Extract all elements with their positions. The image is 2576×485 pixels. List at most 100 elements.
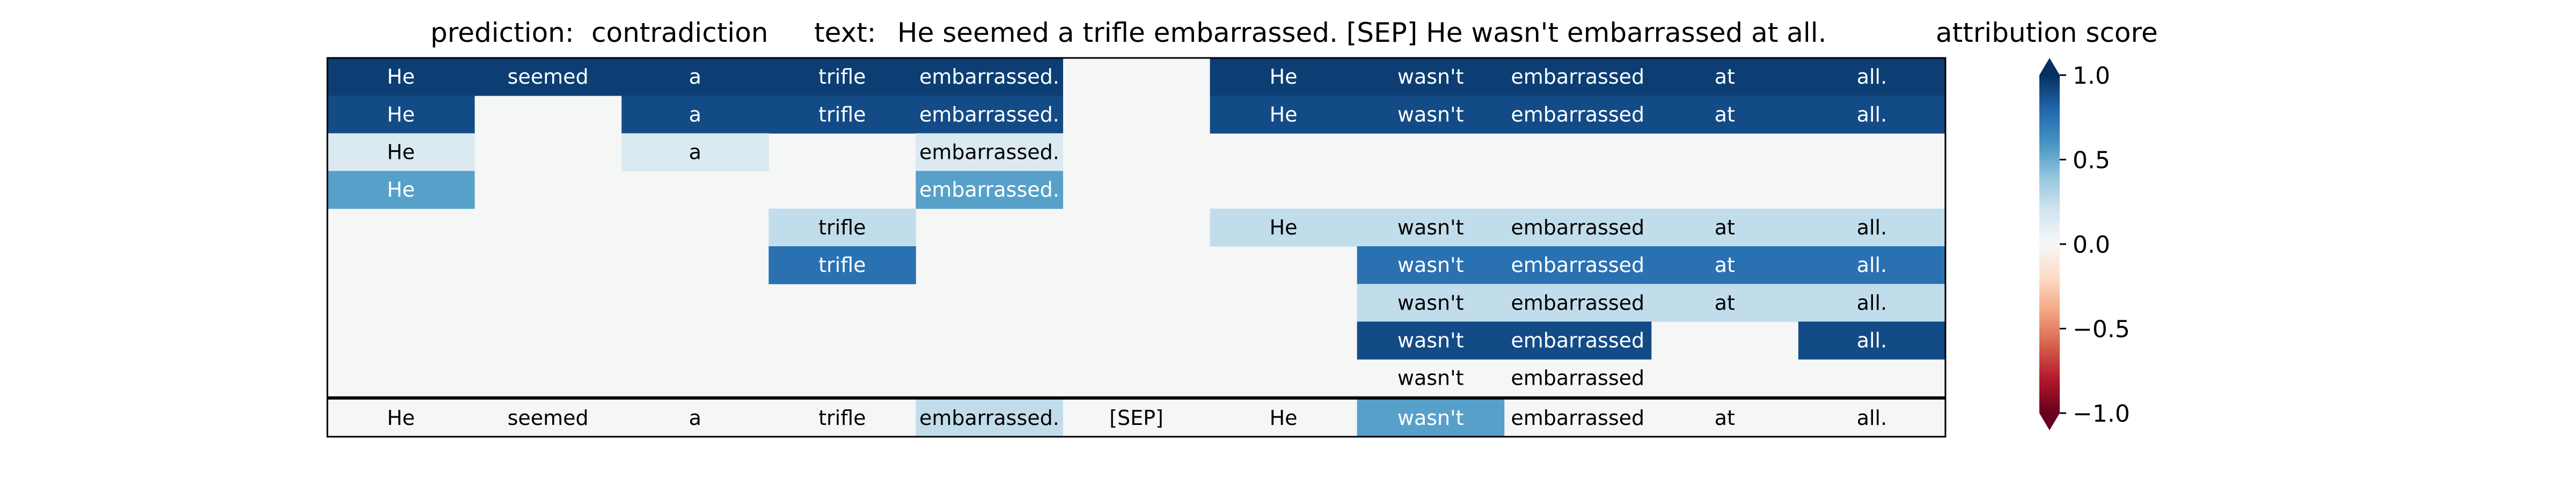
colorbar-tick-label: 0.0: [2073, 231, 2110, 259]
token-label: He: [387, 102, 415, 126]
token-label: embarrassed.: [919, 65, 1059, 89]
summary-token-label: [SEP]: [1109, 406, 1163, 430]
colorbar-tick-label: 0.5: [2073, 147, 2110, 174]
text-label: text:: [814, 17, 876, 48]
cell-r5-c10: [1798, 246, 1946, 284]
token-label: trifle: [818, 216, 866, 239]
token-label: a: [689, 65, 701, 89]
colorbar-tick-label: 1.0: [2073, 62, 2110, 90]
cell-r0-c10: [1798, 58, 1946, 96]
cell-r4-c6: [1210, 208, 1358, 247]
cell-r1-c6: [1210, 95, 1358, 134]
cell-r7-c8: [1504, 321, 1652, 360]
cell-r1-c8: [1504, 95, 1652, 134]
summary-token-label: at: [1715, 406, 1735, 430]
colorbar-ticks: 1.0 0.5 0.0 −0.5 −1.0: [2060, 62, 2130, 428]
cell-r4-c3: [769, 208, 916, 247]
heatmap-cells: [327, 58, 1946, 437]
cell-r5-c8: [1504, 246, 1652, 284]
token-label: all.: [1857, 253, 1887, 277]
cell-r6-c8: [1504, 284, 1652, 322]
prediction-value: contradiction: [591, 17, 768, 48]
cell-r0-c7: [1357, 58, 1505, 96]
cell-r2-c2: [621, 133, 769, 172]
token-label: embarrassed: [1511, 329, 1644, 352]
cell-r1-c9: [1651, 95, 1799, 134]
token-label: all.: [1857, 291, 1887, 314]
token-label: wasn't: [1397, 329, 1464, 352]
token-label: embarrassed: [1511, 216, 1644, 239]
cell-r2-c4: [916, 133, 1063, 172]
token-label: embarrassed: [1511, 291, 1644, 314]
cell-r6-c10: [1798, 284, 1946, 322]
token-label: He: [387, 141, 415, 164]
cell-r1-c7: [1357, 95, 1505, 134]
cell-r1-c0: [327, 95, 475, 134]
cell-r7-c10: [1798, 321, 1946, 360]
token-label: He: [387, 65, 415, 89]
prediction-label: prediction:: [430, 17, 574, 48]
token-label: wasn't: [1397, 253, 1464, 277]
cell-r1-c4: [916, 95, 1063, 134]
token-label: He: [1270, 65, 1298, 89]
token-label: trifle: [818, 65, 866, 89]
cell-r5-c3: [769, 246, 916, 284]
cell-r0-c4: [916, 58, 1063, 96]
cell-r4-c8: [1504, 208, 1652, 247]
cell-r4-c10: [1798, 208, 1946, 247]
summary-cell-c4: [916, 399, 1063, 437]
token-label: He: [1270, 216, 1298, 239]
token-label: wasn't: [1397, 216, 1464, 239]
summary-token-label: a: [689, 406, 701, 430]
cell-r1-c2: [621, 95, 769, 134]
token-label: wasn't: [1397, 366, 1464, 390]
token-label: all.: [1857, 65, 1887, 89]
token-label: He: [1270, 102, 1298, 126]
cell-r0-c1: [474, 58, 622, 96]
token-label: at: [1715, 102, 1735, 126]
cell-r3-c4: [916, 171, 1063, 209]
colorbar-gradient: [2039, 75, 2060, 413]
summary-token-label: seemed: [508, 406, 589, 430]
cell-r4-c7: [1357, 208, 1505, 247]
summary-token-label: He: [387, 406, 415, 430]
summary-token-label: wasn't: [1397, 406, 1464, 430]
token-label: trifle: [818, 253, 866, 277]
cell-r0-c3: [769, 58, 916, 96]
colorbar-top-extend: [2039, 58, 2060, 75]
cell-r6-c9: [1651, 284, 1799, 322]
heatmap-border: [326, 57, 1946, 438]
summary-cell-c7: [1357, 399, 1505, 437]
token-label: embarrassed: [1511, 366, 1644, 390]
token-label: wasn't: [1397, 102, 1464, 126]
token-label: a: [689, 102, 701, 126]
token-label: embarrassed: [1511, 253, 1644, 277]
colorbar-title: attribution score: [1936, 17, 2158, 48]
cell-r5-c7: [1357, 246, 1505, 284]
summary-token-label: embarrassed.: [919, 406, 1059, 430]
token-label: at: [1715, 216, 1735, 239]
summary-token-label: embarrassed: [1511, 406, 1644, 430]
token-label: all.: [1857, 102, 1887, 126]
cell-r7-c7: [1357, 321, 1505, 360]
token-label: seemed: [508, 65, 589, 89]
cell-r0-c2: [621, 58, 769, 96]
cell-r3-c0: [327, 171, 475, 209]
heatmap-frames: [326, 57, 1946, 438]
token-label: embarrassed.: [919, 141, 1059, 164]
token-label: at: [1715, 253, 1735, 277]
token-label: a: [689, 141, 701, 164]
token-label: at: [1715, 65, 1735, 89]
token-label: embarrassed.: [919, 102, 1059, 126]
token-label: embarrassed: [1511, 102, 1644, 126]
token-label: trifle: [818, 102, 866, 126]
token-labels: He seemed a trifle embarrassed. He wasn't embar…: [387, 65, 1887, 430]
token-label: embarrassed.: [919, 178, 1059, 202]
cell-r0-c6: [1210, 58, 1358, 96]
summary-token-label: all.: [1857, 406, 1887, 430]
colorbar-bottom-extend: [2039, 413, 2060, 430]
colorbar-tick-label: −0.5: [2073, 316, 2130, 343]
cell-r2-c0: [327, 133, 475, 172]
